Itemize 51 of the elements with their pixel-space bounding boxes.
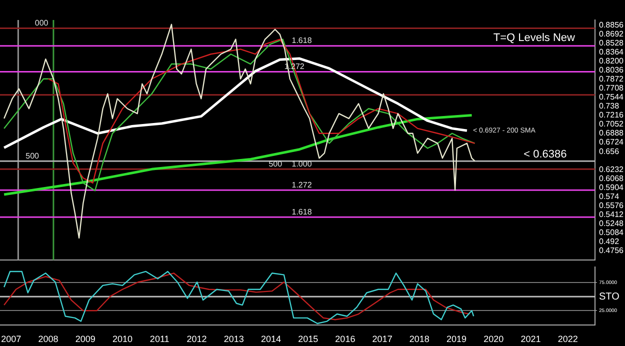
y-tick-label: 0.492 — [599, 237, 620, 246]
x-tick-label: 2018 — [409, 334, 430, 344]
x-tick-label: 2017 — [372, 334, 392, 344]
y-tick-label: 0.8036 — [599, 66, 624, 75]
y-tick-label: 0.8528 — [599, 38, 624, 48]
x-tick-label: 2015 — [298, 334, 318, 344]
annotation: 1.618 — [292, 36, 312, 46]
y-tick-label: 0.6888 — [599, 128, 624, 138]
x-tick-label: 2007 — [1, 334, 22, 344]
x-tick-label: 2019 — [446, 334, 467, 344]
x-tick-label: 2008 — [38, 334, 58, 344]
ref-line-label: < 0.6386 — [524, 148, 567, 161]
y-tick-label: 0.8692 — [599, 29, 624, 38]
x-tick-label: 2010 — [112, 334, 133, 344]
x-tick-label: 2022 — [558, 334, 578, 344]
annotation: 500 — [26, 151, 40, 160]
y-tick-label: 0.5248 — [599, 218, 624, 228]
x-tick-label: 2021 — [520, 334, 541, 344]
annotation: 1.000 — [292, 159, 312, 168]
y-tick-label: 0.8364 — [599, 47, 624, 56]
y-tick-label: 0.7216 — [599, 110, 624, 120]
y-tick-label: 0.6724 — [599, 138, 624, 147]
x-tick-label: 2013 — [224, 334, 244, 344]
y-tick-label: 0.738 — [599, 102, 620, 111]
y-axis-title: STO — [599, 291, 620, 302]
x-tick-label: 2016 — [335, 334, 356, 344]
y-tick-label: 0.574 — [599, 192, 620, 201]
y-tick-label: 0.4756 — [599, 246, 624, 256]
y-tick-label: 0.7052 — [599, 120, 624, 129]
y-tick-label: 0.8856 — [599, 20, 624, 30]
y-tick-label: 0.7544 — [599, 92, 624, 102]
y-tick-label: 0.5084 — [599, 228, 624, 238]
x-tick-label: 2020 — [484, 334, 504, 344]
annotation: 1.618 — [292, 207, 312, 216]
y-tick-label: 0.656 — [599, 146, 620, 156]
annotation: 000 — [34, 18, 49, 28]
y-tick-label: 0.7872 — [599, 74, 624, 84]
x-tick-label: 2011 — [150, 334, 170, 344]
y-tick-label: 0.6068 — [599, 174, 624, 183]
annotation: 1.272 — [292, 180, 312, 190]
y-tick-label: 0.5904 — [599, 182, 624, 192]
y-tick-label: 0.6232 — [599, 164, 624, 174]
x-tick-label: 2012 — [186, 334, 207, 344]
y-tick-label: 0.7708 — [599, 84, 624, 93]
text: T=Q Levels New — [493, 32, 576, 44]
y-tick-label: 0.8200 — [599, 56, 624, 66]
annotation: 500 — [268, 159, 283, 168]
y-tick-label: 0.5412 — [599, 210, 624, 219]
x-tick-label: 2009 — [75, 334, 96, 344]
y-tick-label: 0.5576 — [599, 200, 624, 210]
x-tick-label: 2014 — [260, 334, 281, 344]
